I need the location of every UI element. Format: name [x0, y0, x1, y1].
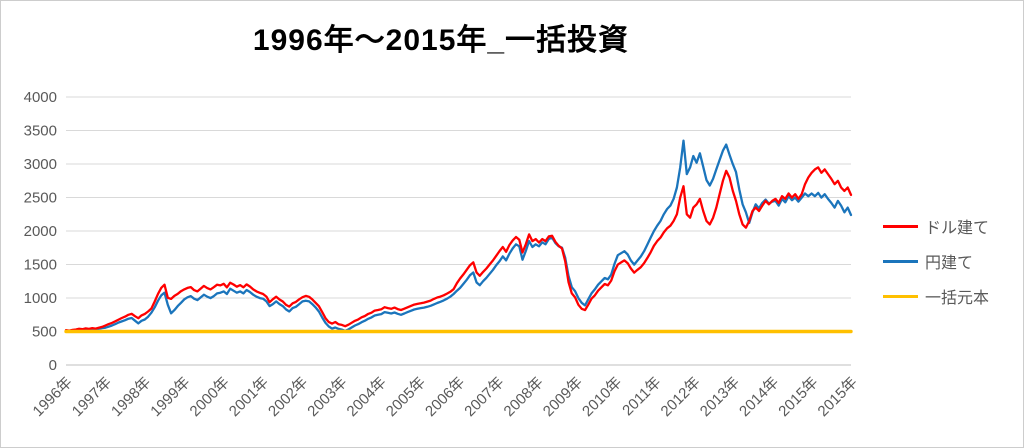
series-yen: [64, 139, 853, 333]
svg-text:2011年: 2011年: [619, 374, 664, 419]
svg-text:3500: 3500: [24, 123, 57, 140]
svg-text:500: 500: [32, 324, 57, 341]
svg-text:1997年: 1997年: [69, 374, 115, 420]
svg-text:1998年: 1998年: [108, 374, 154, 420]
y-gridlines: [66, 96, 851, 332]
svg-text:2000年: 2000年: [187, 374, 233, 420]
dollar-line-swatch: [883, 224, 918, 228]
svg-text:1999年: 1999年: [147, 374, 193, 420]
svg-text:2009年: 2009年: [540, 374, 586, 420]
svg-text:0: 0: [49, 357, 57, 374]
svg-text:2000: 2000: [24, 223, 57, 240]
svg-text:3000: 3000: [24, 156, 57, 173]
series-dollar: [64, 166, 853, 332]
svg-text:2015年: 2015年: [815, 374, 861, 420]
svg-text:2001年: 2001年: [226, 374, 272, 420]
svg-text:2002年: 2002年: [265, 374, 311, 420]
legend-label-principal: 一括元本: [925, 290, 990, 307]
yen-line-swatch: [883, 259, 918, 263]
svg-text:2013年: 2013年: [697, 374, 743, 420]
x-axis-labels: 1996年1997年1998年1999年2000年2001年2002年2003年…: [30, 374, 861, 420]
legend: ドル建て 円建て 一括元本: [883, 215, 989, 307]
svg-text:2005年: 2005年: [383, 374, 429, 420]
principal-line-swatch: [883, 294, 918, 298]
legend-label-dollar: ドル建て: [925, 220, 990, 237]
svg-text:2006年: 2006年: [422, 374, 468, 420]
svg-text:2500: 2500: [24, 190, 57, 207]
svg-text:4000: 4000: [24, 89, 57, 106]
y-axis-labels: 0 500 1000 1500 2000 2500 3000 3500 4000: [24, 89, 57, 374]
legend-item-dollar: ドル建て: [883, 215, 989, 237]
svg-text:2014年: 2014年: [736, 374, 782, 420]
svg-text:1996年: 1996年: [30, 374, 76, 420]
svg-text:1000: 1000: [24, 290, 57, 307]
svg-text:2003年: 2003年: [304, 374, 350, 420]
svg-text:2010年: 2010年: [579, 374, 625, 420]
chart-title: 1996年～2015年_一括投資: [252, 24, 630, 57]
svg-text:1500: 1500: [24, 257, 57, 274]
svg-text:2008年: 2008年: [501, 374, 547, 420]
svg-text:2015年: 2015年: [775, 374, 821, 420]
svg-text:2007年: 2007年: [461, 374, 507, 420]
legend-item-yen: 円建て: [883, 250, 989, 272]
svg-text:2004年: 2004年: [344, 374, 390, 420]
legend-label-yen: 円建て: [925, 255, 974, 272]
legend-item-principal: 一括元本: [883, 285, 989, 307]
svg-text:2012年: 2012年: [658, 374, 704, 420]
